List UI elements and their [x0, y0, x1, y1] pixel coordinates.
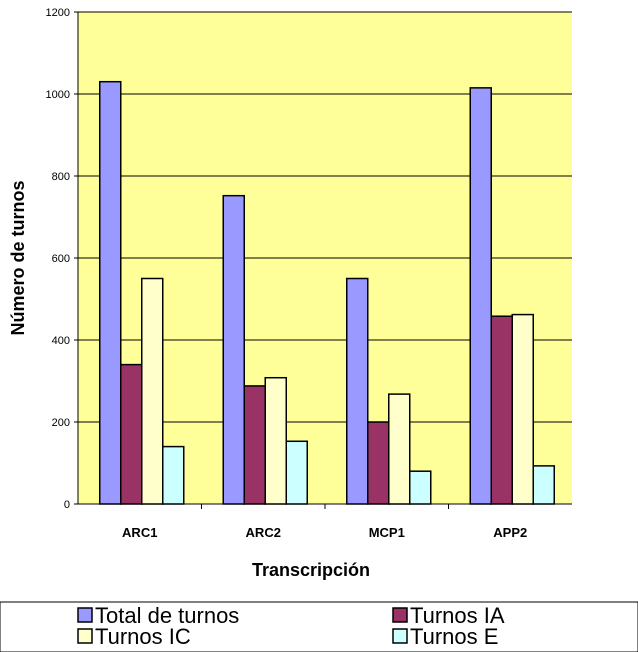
y-tick-label: 800: [52, 171, 70, 183]
y-tick-label: 400: [52, 335, 70, 347]
y-tick-label: 600: [52, 253, 70, 265]
y-tick-labels: 0 200 400 600 800 1000 1200: [46, 7, 70, 511]
legend: Total de turnos Turnos IA Turnos IC Turnos …: [77, 603, 505, 649]
legend-label: Total de turnos: [95, 603, 239, 628]
bars: [99, 80, 555, 505]
axes: [74, 11, 572, 509]
x-tick-labels: ARC1 ARC2 MCP1 APP2: [122, 525, 527, 540]
x-tick-label: MCP1: [369, 525, 405, 540]
bar-app2-2: [490, 315, 513, 505]
bar-app2-3: [511, 313, 534, 505]
bar-arc1-4: [162, 445, 185, 505]
x-tick-label: ARC1: [122, 525, 157, 540]
y-tick-label: 1000: [46, 89, 70, 101]
legend-swatch: [77, 607, 93, 623]
y-tick-label: 200: [52, 417, 70, 429]
y-axis-title: Número de turnos: [8, 180, 28, 335]
legend-box: [0, 601, 638, 652]
bar-app2-1: [469, 87, 492, 505]
bar-arc2-4: [285, 440, 308, 505]
legend-swatch: [392, 628, 408, 644]
legend-swatch: [77, 628, 93, 644]
y-tick-label: 0: [64, 499, 70, 511]
x-tick-label: APP2: [493, 525, 527, 540]
bar-app2-4: [532, 465, 555, 505]
bar-arc1-3: [141, 277, 164, 505]
x-tick-label: ARC2: [246, 525, 281, 540]
bar-arc2-1: [222, 194, 245, 505]
legend-label: Turnos IC: [95, 624, 191, 649]
legend-label: Turnos E: [410, 624, 498, 649]
bar-mcp1-2: [367, 421, 390, 505]
bar-arc2-2: [243, 385, 266, 505]
legend-swatch: [392, 607, 408, 623]
x-axis-title: Transcripción: [252, 560, 370, 580]
bar-arc1-1: [99, 80, 122, 505]
bar-mcp1-3: [388, 393, 411, 505]
bar-mcp1-4: [409, 470, 432, 505]
bar-arc2-3: [264, 376, 287, 505]
legend-label: Turnos IA: [410, 603, 505, 628]
bar-mcp1-1: [346, 277, 369, 505]
bar-arc1-2: [120, 363, 143, 505]
y-tick-label: 1200: [46, 7, 70, 19]
